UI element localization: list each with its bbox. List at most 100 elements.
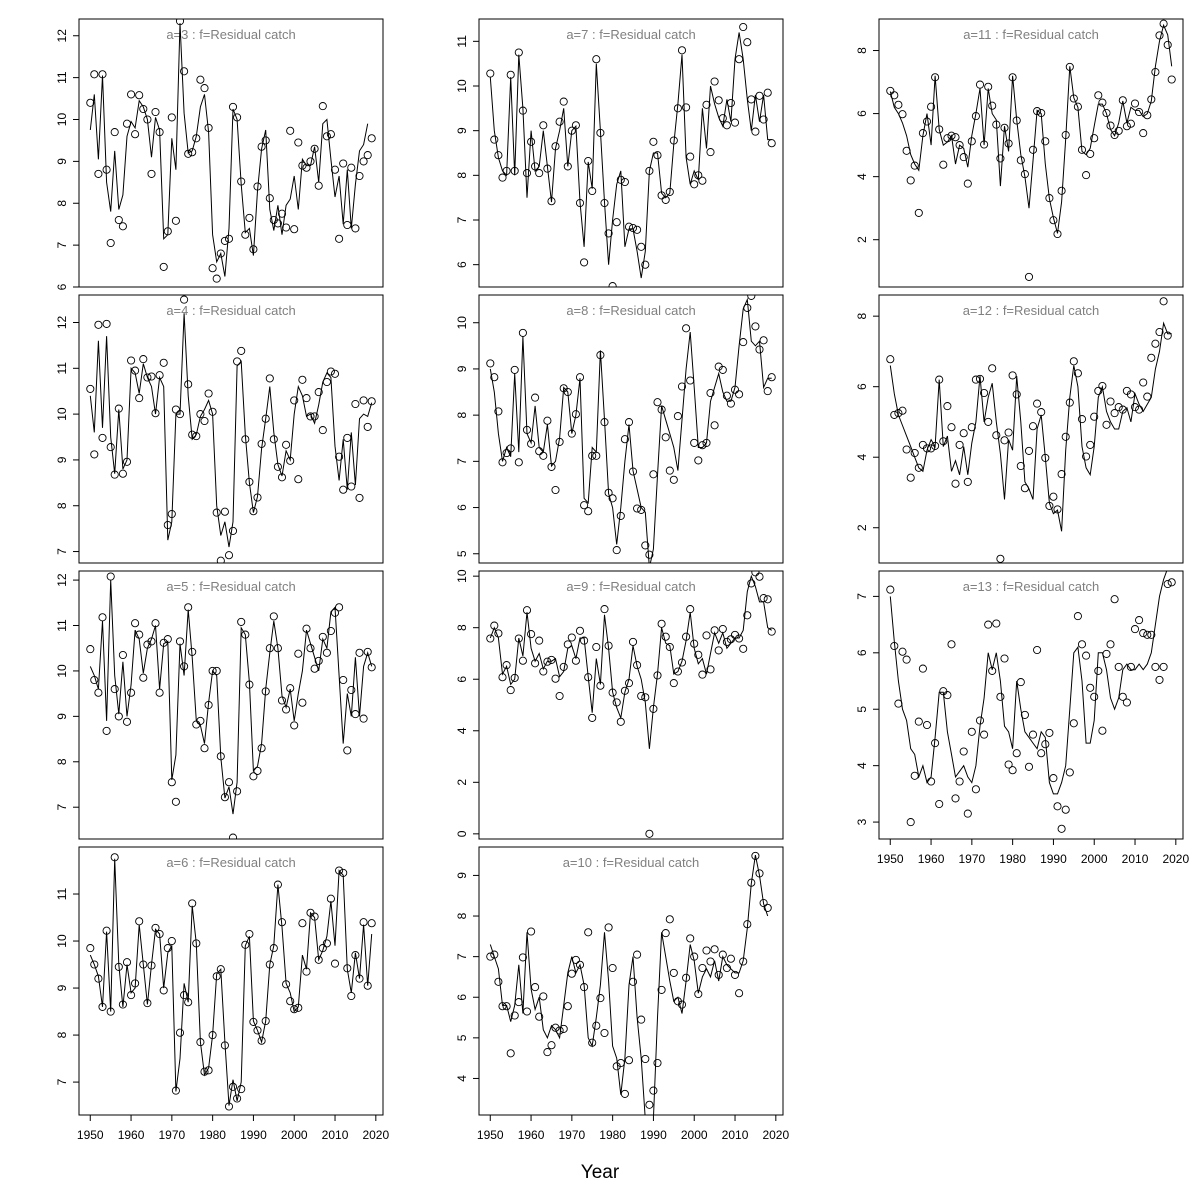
observed-point <box>180 991 189 1000</box>
observed-point <box>233 787 242 796</box>
panel: a=13 : f=Residual catch 3 4 5 6 7 1950 1960 1970… <box>855 570 1189 866</box>
observed-point <box>653 398 662 407</box>
observed-point <box>131 366 140 375</box>
x-tick-label: 1950 <box>77 1128 104 1142</box>
observed-point <box>1069 719 1078 728</box>
observed-point <box>253 182 262 191</box>
observed-point <box>253 766 262 775</box>
observed-point <box>980 140 989 149</box>
observed-point <box>580 636 589 645</box>
observed-point <box>273 880 282 889</box>
observed-point <box>539 451 548 460</box>
observed-point <box>922 720 932 730</box>
observed-point <box>563 162 572 171</box>
observed-point <box>902 146 911 155</box>
observed-point <box>894 699 903 708</box>
observed-point <box>894 409 903 418</box>
observed-point <box>127 356 136 365</box>
observed-point <box>755 869 764 878</box>
observed-point <box>318 102 327 111</box>
observed-point <box>265 194 274 203</box>
observed-point <box>992 120 1001 129</box>
panel-frame <box>78 846 384 1116</box>
fitted-line <box>89 23 369 277</box>
observed-point <box>249 772 258 781</box>
observed-point <box>282 223 291 232</box>
observed-point <box>298 161 307 170</box>
observed-point <box>351 951 360 960</box>
observed-point <box>330 959 340 968</box>
panel-frame <box>878 18 1184 288</box>
observed-point <box>624 222 634 231</box>
observed-point <box>653 671 662 680</box>
observed-point <box>931 73 940 82</box>
observed-point <box>212 274 221 283</box>
observed-point <box>241 230 250 239</box>
observed-point <box>518 953 527 962</box>
y-tick-label: 7 <box>455 953 469 960</box>
observed-point <box>310 144 319 153</box>
observed-point <box>298 919 307 928</box>
observed-point <box>355 648 364 657</box>
observed-point <box>992 431 1001 440</box>
observed-point <box>1159 297 1168 306</box>
observed-point <box>890 410 899 419</box>
observed-point <box>547 1041 556 1050</box>
y-tick-label: 6 <box>455 676 469 683</box>
observed-point <box>1151 67 1160 77</box>
observed-point <box>698 670 707 679</box>
observed-point <box>224 551 234 560</box>
observed-point <box>628 467 638 476</box>
y-tick-label: 10 <box>55 407 69 421</box>
observed-point <box>114 404 123 413</box>
panel: a=8 : f=Residual catch 5 6 7 8 9 10 <box>455 294 784 564</box>
x-tick-label: 1980 <box>199 1128 226 1142</box>
observed-point <box>1065 768 1074 777</box>
observed-point <box>102 926 111 935</box>
observed-point <box>914 463 923 472</box>
observed-point <box>135 917 144 926</box>
panel-title: a=5 : f=Residual catch <box>166 579 295 594</box>
observed-point <box>1037 749 1046 758</box>
observed-point <box>196 716 205 725</box>
observed-point <box>718 624 727 634</box>
observed-point <box>245 680 254 689</box>
observed-point <box>722 121 731 130</box>
observed-point <box>147 372 156 381</box>
observed-point <box>343 220 352 230</box>
observed-point <box>922 117 932 126</box>
observed-point <box>143 999 152 1008</box>
observed-point <box>555 437 564 446</box>
y-tick-label: 4 <box>455 727 469 734</box>
observed-point <box>486 69 495 78</box>
observed-point <box>669 679 678 688</box>
x-tick-label: 2000 <box>281 1128 308 1142</box>
observed-point <box>294 1003 303 1012</box>
observed-point <box>1073 369 1082 378</box>
observed-point <box>277 696 287 705</box>
observed-point <box>269 435 278 444</box>
observed-point <box>127 688 136 697</box>
y-tick-label: 12 <box>55 315 69 329</box>
observed-point <box>310 412 319 421</box>
observed-point <box>620 1089 629 1098</box>
observed-point <box>151 619 160 628</box>
panel: a=5 : f=Residual catch 7 8 9 10 11 12 <box>55 570 384 840</box>
panel-frame <box>78 294 384 564</box>
observed-point <box>151 107 160 117</box>
observed-point <box>1041 740 1050 749</box>
plot-area <box>86 19 376 283</box>
observed-point <box>261 414 270 423</box>
observed-point <box>633 225 642 234</box>
observed-point <box>139 960 148 969</box>
observed-point <box>657 405 666 414</box>
observed-point <box>90 960 99 969</box>
observed-point <box>1094 91 1103 100</box>
observed-point <box>996 554 1005 563</box>
observed-point <box>1098 381 1107 391</box>
observed-point <box>714 96 723 105</box>
observed-point <box>220 1041 229 1050</box>
observed-point <box>302 394 311 403</box>
observed-point <box>759 115 768 124</box>
observed-point <box>624 1056 634 1065</box>
